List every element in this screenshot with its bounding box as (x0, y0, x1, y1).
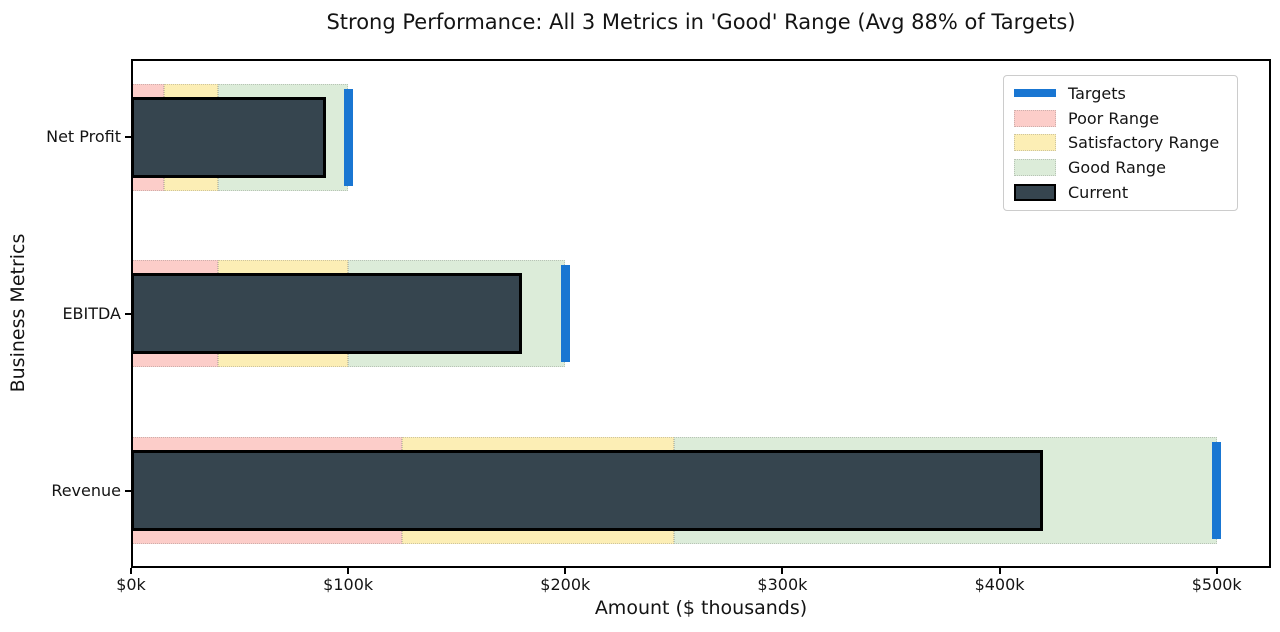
legend-swatch-patch (1014, 109, 1056, 127)
x-tick-mark (564, 568, 567, 574)
chart-title: Strong Performance: All 3 Metrics in 'Go… (326, 10, 1076, 34)
legend-label: Poor Range (1068, 108, 1160, 128)
legend-label: Targets (1068, 83, 1126, 103)
x-tick-label: $300k (757, 575, 808, 594)
legend-swatch-line (1014, 89, 1056, 98)
x-tick-label: $0k (116, 575, 146, 594)
legend-label: Current (1068, 183, 1129, 203)
x-tick-label: $200k (540, 575, 591, 594)
current-bar-ebitda (131, 273, 522, 354)
legend-label: Satisfactory Range (1068, 133, 1220, 153)
y-tick-label: EBITDA (62, 303, 121, 323)
legend-item-poor-range: Poor Range (1014, 106, 1227, 130)
legend-swatch-patch (1014, 159, 1056, 177)
legend-item-satisfactory-range: Satisfactory Range (1014, 131, 1227, 155)
current-bar-net-profit (131, 96, 327, 178)
x-tick-mark (347, 568, 350, 574)
x-tick-label: $500k (1191, 575, 1242, 594)
legend-item-targets: Targets (1014, 81, 1227, 105)
x-tick-mark (781, 568, 784, 574)
x-tick-mark (130, 568, 132, 574)
y-tick-mark (125, 312, 131, 315)
target-marker-ebitda (560, 265, 570, 362)
legend: Targets Poor Range Satisfactory Range Good … (1003, 75, 1238, 211)
plot-area (131, 59, 1271, 568)
legend-label: Good Range (1068, 158, 1166, 178)
x-tick-label: $400k (974, 575, 1025, 594)
y-tick-mark (125, 136, 131, 138)
current-bar-revenue (131, 450, 1043, 532)
x-axis-label: Amount ($ thousands) (594, 597, 808, 619)
target-marker-revenue (1212, 442, 1222, 540)
legend-item-good-range: Good Range (1014, 156, 1227, 180)
legend-swatch-patch (1014, 184, 1056, 202)
y-tick-label: Net Profit (46, 127, 121, 146)
legend-swatch-patch (1014, 134, 1056, 152)
x-tick-mark (1215, 568, 1218, 574)
legend-item-current: Current (1014, 181, 1227, 205)
x-tick-mark (998, 568, 1001, 574)
x-tick-label: $100k (323, 575, 374, 594)
target-marker-net-profit (343, 88, 353, 186)
y-tick-label: Revenue (51, 480, 121, 500)
y-tick-mark (125, 489, 131, 492)
